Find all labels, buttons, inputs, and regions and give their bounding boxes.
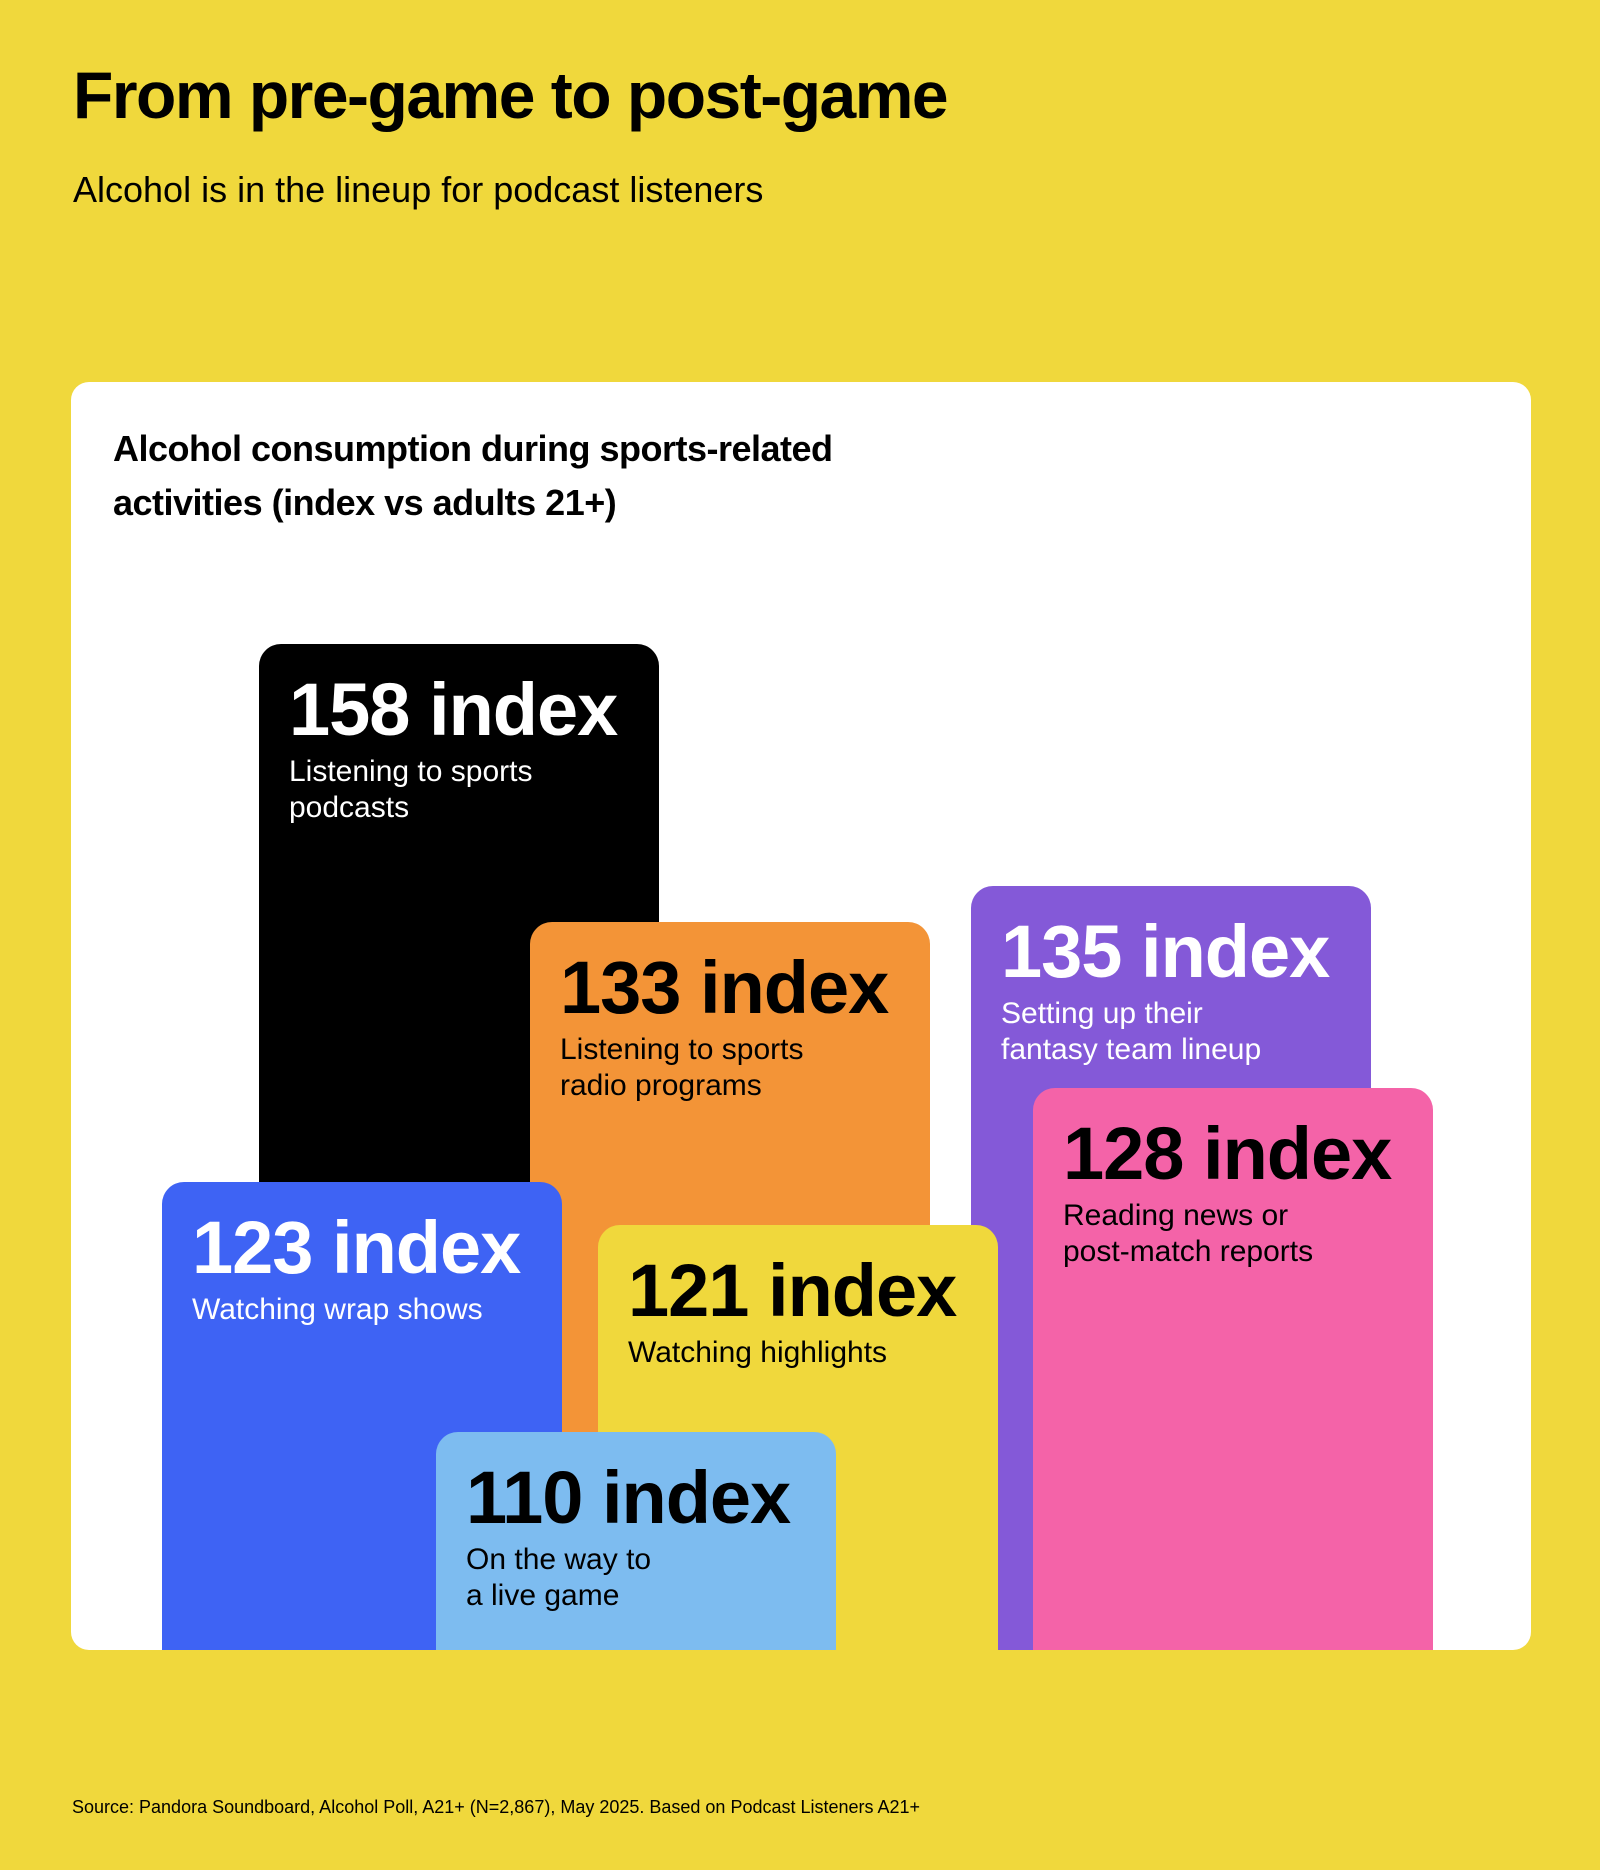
index-value: 121 index (628, 1249, 957, 1332)
index-label-line-2: fantasy team lineup (1001, 1033, 1262, 1066)
index-label: Watching highlights (628, 1335, 970, 1371)
index-label: On the way to a live game (466, 1542, 808, 1614)
index-label: Listening to sports podcasts (289, 754, 631, 826)
index-value: 158 index (289, 668, 618, 751)
chart-title: Alcohol consumption during sports-relate… (113, 422, 1013, 530)
index-label-line-1: On the way to (466, 1543, 652, 1576)
index-block-post-match-reports: 128 index Reading news or post-match rep… (1033, 1088, 1433, 1650)
index-label-line-1: Listening to sports (560, 1033, 804, 1066)
chart-card: Alcohol consumption during sports-relate… (71, 382, 1531, 1650)
page-subtitle: Alcohol is in the lineup for podcast lis… (73, 169, 764, 210)
chart-title-line-1: Alcohol consumption during sports-relate… (113, 428, 833, 469)
index-label: Watching wrap shows (192, 1292, 534, 1328)
index-label-line-1: Setting up their (1001, 997, 1203, 1030)
chart-title-line-2: activities (index vs adults 21+) (113, 482, 617, 523)
index-label-line-1: Watching highlights (628, 1336, 888, 1369)
index-label-line-1: Watching wrap shows (192, 1293, 483, 1326)
index-label-line-2: a live game (466, 1579, 620, 1612)
source-note: Source: Pandora Soundboard, Alcohol Poll… (72, 1797, 921, 1817)
index-label-line-2: radio programs (560, 1069, 762, 1102)
index-value: 110 index (466, 1456, 791, 1539)
page-title: From pre-game to post-game (73, 58, 949, 132)
index-label: Reading news or post-match reports (1063, 1198, 1405, 1270)
index-label-line-1: Reading news or (1063, 1199, 1289, 1232)
index-value: 128 index (1063, 1112, 1392, 1195)
index-label-line-2: podcasts (289, 791, 410, 824)
index-value: 133 index (560, 946, 889, 1029)
index-block-live-game: 110 index On the way to a live game (436, 1432, 836, 1650)
index-label: Listening to sports radio programs (560, 1032, 902, 1104)
index-value: 123 index (192, 1206, 521, 1289)
index-label-line-2: post-match reports (1063, 1235, 1314, 1268)
index-label: Setting up their fantasy team lineup (1001, 996, 1343, 1068)
index-label-line-1: Listening to sports (289, 755, 533, 788)
index-value: 135 index (1001, 910, 1330, 993)
